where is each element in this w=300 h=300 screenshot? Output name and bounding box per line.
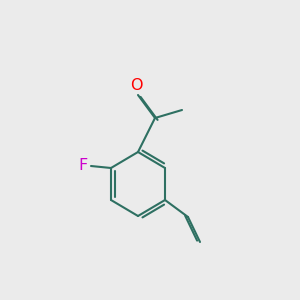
Text: O: O: [130, 78, 142, 93]
Text: F: F: [78, 158, 88, 173]
